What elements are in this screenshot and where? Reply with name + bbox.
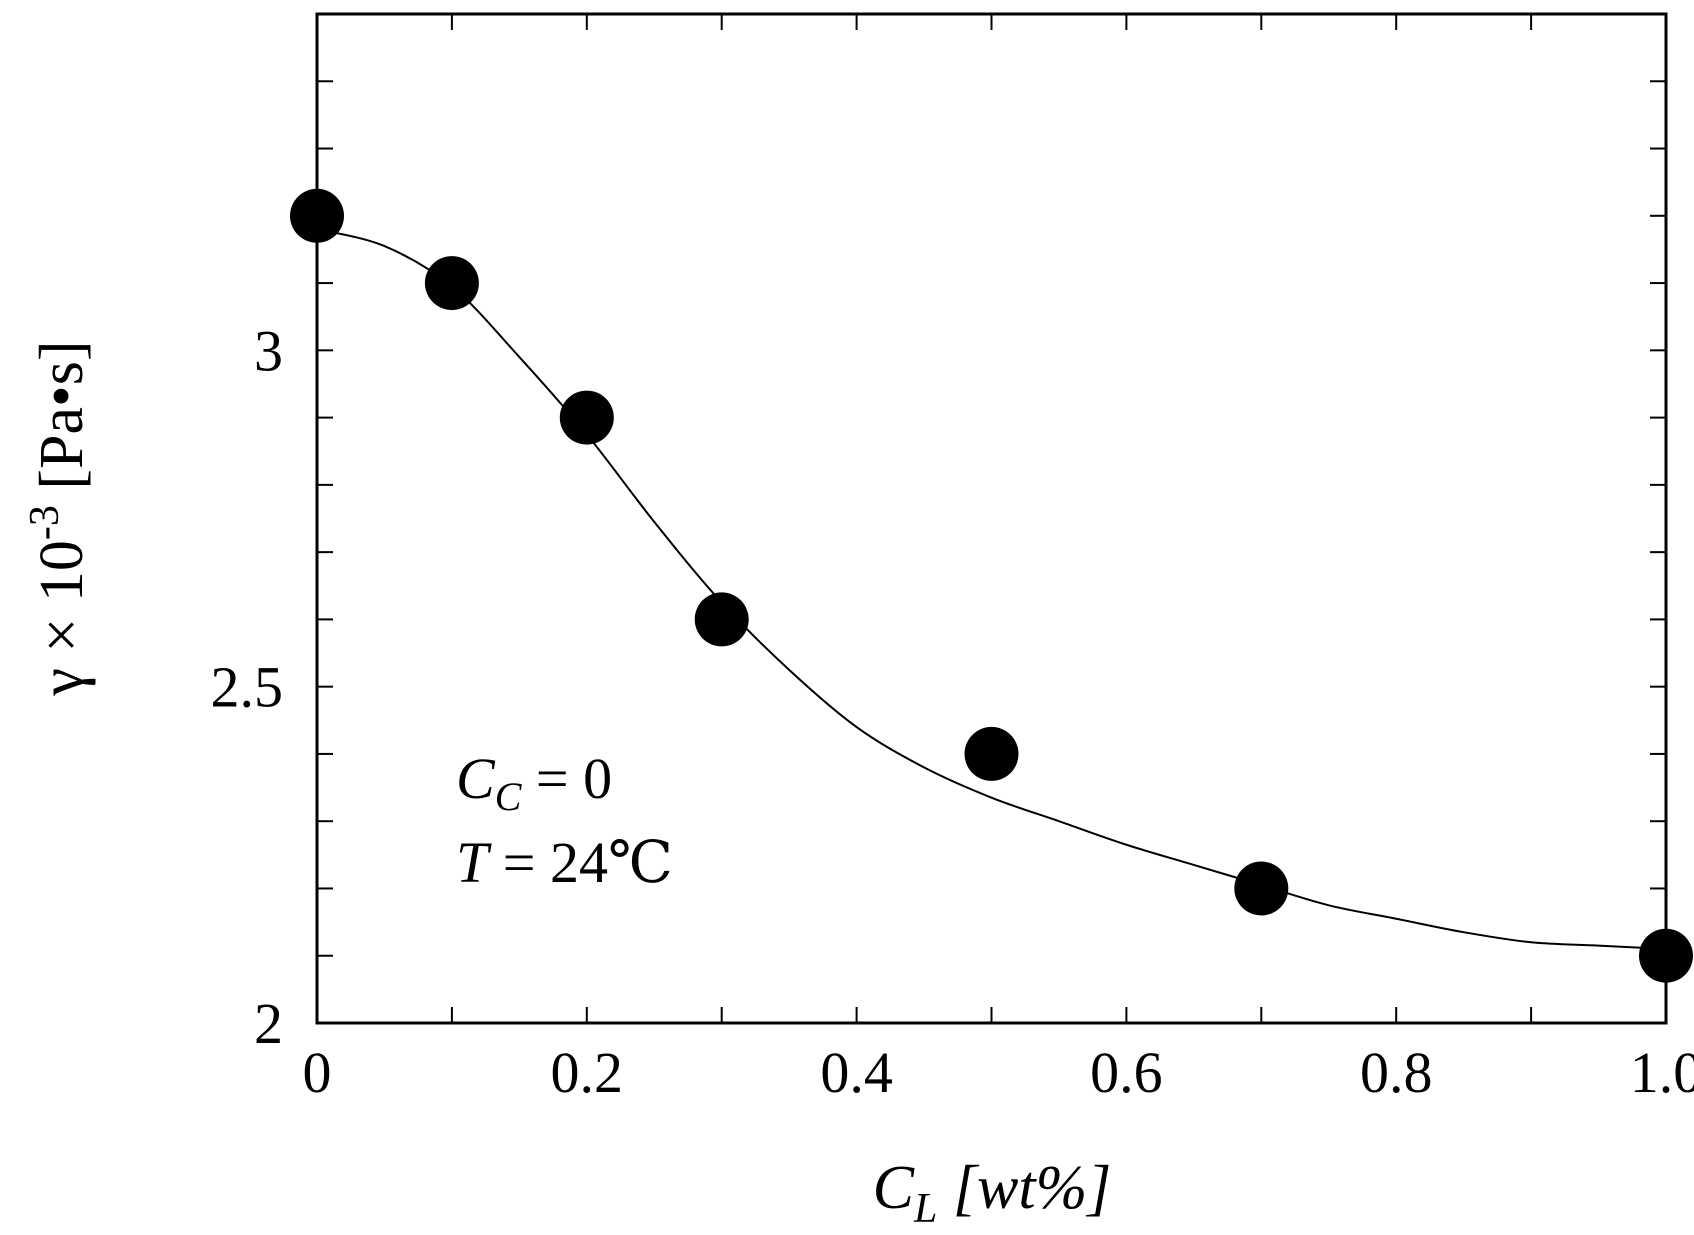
axis-ticks xyxy=(316,14,1667,1024)
y-tick-label: 2 xyxy=(254,991,283,1056)
y-axis-title: γ × 10-3 [Pa•s] xyxy=(22,340,96,696)
annotation-temperature: T = 24℃ xyxy=(456,830,673,895)
y-tick-label: 3 xyxy=(254,318,283,383)
data-point xyxy=(559,390,614,445)
y-tick-label: 2.5 xyxy=(211,655,284,720)
x-axis-title: CL [wt%] xyxy=(873,1154,1112,1232)
data-point xyxy=(1639,928,1693,983)
fit-curve xyxy=(316,228,1667,951)
data-point xyxy=(424,256,479,311)
data-points xyxy=(290,188,1693,983)
tick-labels: 0 0.2 0.4 0.6 0.8 1.0 2 2.5 3 xyxy=(211,318,1694,1105)
x-tick-label: 1.0 xyxy=(1630,1040,1694,1105)
annotation-cc: CC = 0 xyxy=(456,746,612,819)
data-point xyxy=(964,726,1019,781)
x-tick-label: 0 xyxy=(303,1040,332,1105)
x-tick-label: 0.8 xyxy=(1360,1040,1433,1105)
x-tick-label: 0.2 xyxy=(551,1040,624,1105)
data-point xyxy=(290,188,344,243)
data-point xyxy=(1234,861,1289,916)
x-tick-label: 0.6 xyxy=(1090,1040,1163,1105)
x-tick-label: 0.4 xyxy=(820,1040,893,1105)
data-point xyxy=(694,592,749,647)
